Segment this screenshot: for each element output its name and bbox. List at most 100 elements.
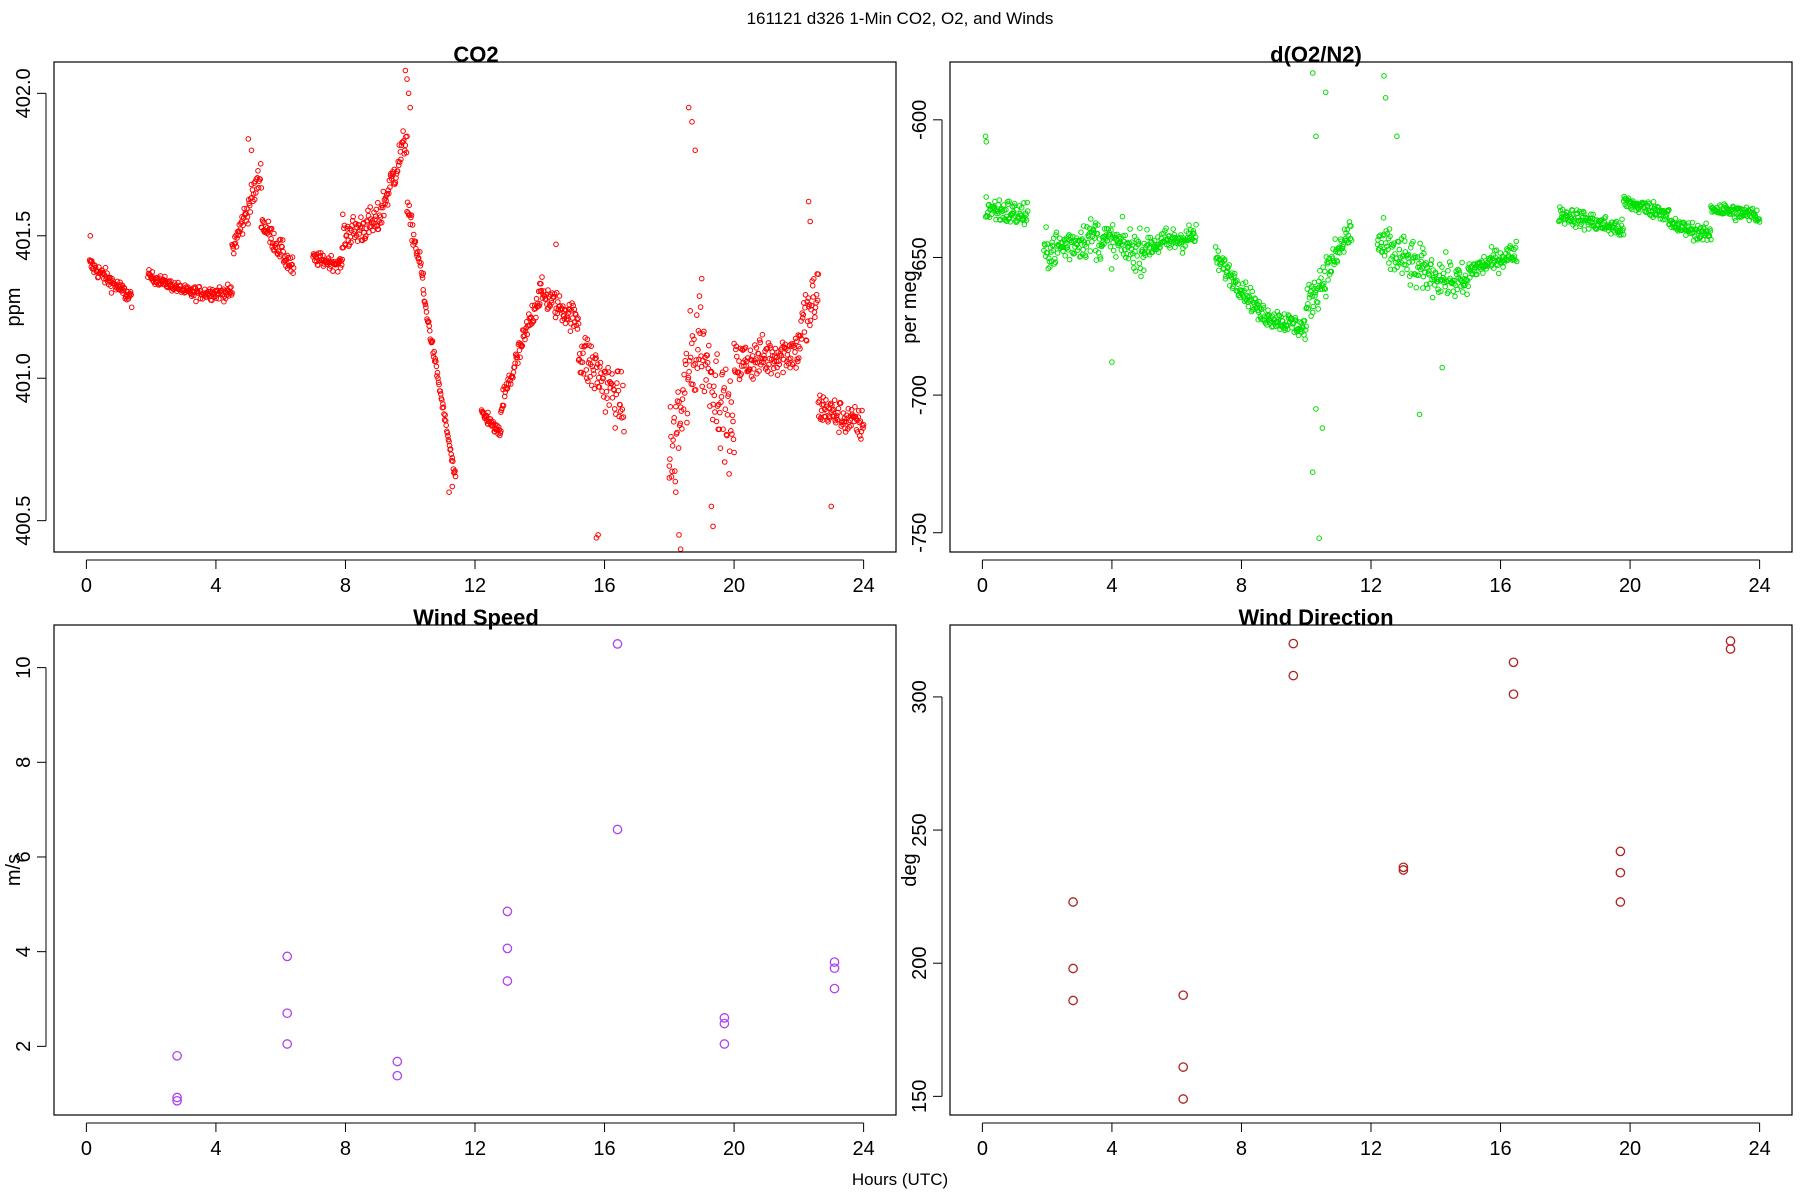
- o2n2-point-346: [1186, 222, 1192, 228]
- co2-point-556: [422, 301, 429, 308]
- co2-point-1037: [753, 345, 760, 351]
- co2-y-tick-label: 400.5: [13, 496, 35, 546]
- co2-point-510: [398, 156, 404, 163]
- wind-speed-y-tick-label: 6: [13, 851, 35, 862]
- o2n2-point-113: [1060, 248, 1066, 254]
- o2n2-y-tick-label: -600: [909, 100, 931, 140]
- co2-point-816: [588, 382, 595, 389]
- o2n2-point-620: [1379, 249, 1385, 255]
- wind-speed-point-7: [392, 1070, 403, 1081]
- o2n2-point-836: [1495, 270, 1502, 277]
- o2n2-point-163: [1087, 248, 1094, 254]
- wind-direction-point-16: [1725, 644, 1736, 654]
- co2-point-917: [689, 340, 695, 347]
- o2n2-point-564: [1323, 293, 1329, 300]
- co2-point-801: [580, 371, 587, 377]
- co2-point-834: [598, 378, 605, 385]
- o2n2-point-201: [1107, 243, 1114, 250]
- co2-point-77: [128, 304, 135, 311]
- co2-point-199: [210, 293, 217, 300]
- o2n2-point-1: [983, 194, 990, 200]
- wind-direction-points: [1068, 636, 1736, 1104]
- co2-point-597: [445, 433, 451, 439]
- o2n2-point-1151: [1708, 236, 1714, 243]
- co2-point-988: [727, 378, 734, 384]
- co2-point-302: [266, 231, 272, 238]
- o2n2-point-446: [1259, 310, 1265, 316]
- co2-point-461: [371, 223, 378, 230]
- wind-direction-point-6: [1288, 638, 1299, 649]
- co2-point-1219: [852, 404, 858, 410]
- co2-point-576: [433, 363, 440, 370]
- co2-point-569: [429, 338, 436, 344]
- co2-point-1017: [742, 344, 749, 351]
- o2n2-point-988: [1620, 225, 1626, 232]
- co2-point-679: [515, 360, 521, 367]
- o2n2-point-100: [1053, 232, 1059, 238]
- co2-point-931: [696, 293, 703, 299]
- o2n2-point-916: [1581, 209, 1587, 216]
- co2-point-746: [551, 294, 557, 300]
- co2-point-1246: [677, 546, 684, 553]
- co2-point-722: [538, 281, 544, 287]
- co2-point-532: [409, 222, 416, 228]
- o2n2-point-99: [1052, 259, 1059, 266]
- o2n2-point-205: [1109, 222, 1116, 228]
- co2-point-1251: [828, 503, 835, 510]
- co2-point-1009: [738, 371, 745, 377]
- co2-point-1076: [774, 372, 781, 378]
- wind-speed-point-1: [172, 1092, 182, 1103]
- o2n2-point-202: [1108, 227, 1114, 233]
- co2-point-558: [423, 309, 430, 315]
- co2-point-823: [592, 352, 599, 358]
- o2n2-point-224: [1120, 233, 1126, 239]
- co2-point-736: [545, 305, 552, 311]
- co2-point-508: [397, 159, 403, 165]
- o2n2-x-tick-label: 8: [1236, 575, 1247, 597]
- co2-point-872: [619, 406, 626, 413]
- co2-point-328: [280, 248, 287, 255]
- co2-point-1245: [676, 532, 682, 538]
- o2n2-point-989: [1620, 231, 1627, 238]
- co2-point-606: [450, 458, 456, 465]
- co2-point-1025: [747, 366, 753, 373]
- o2n2-point-95: [1050, 247, 1056, 254]
- co2-point-896: [677, 420, 684, 427]
- co2-point-1050: [760, 359, 767, 366]
- o2n2-x-tick-label: 24: [1748, 575, 1770, 597]
- co2-point-647: [498, 428, 504, 434]
- co2-point-1230: [858, 436, 864, 442]
- co2-x-axis: 0 4 8 12 16 20 24: [81, 559, 875, 597]
- co2-point-1241: [685, 104, 692, 111]
- o2n2-point-257: [1138, 273, 1144, 280]
- co2-point-1237: [402, 67, 409, 74]
- co2-point-1120: [798, 318, 804, 324]
- co2-point-1141: [809, 282, 816, 289]
- o2n2-point-441: [1256, 299, 1263, 305]
- co2-point-1248: [593, 535, 600, 541]
- o2n2-point-731: [1439, 264, 1445, 270]
- o2n2-point-87: [1046, 255, 1052, 262]
- co2-point-1006: [736, 376, 743, 383]
- o2n2-point-976: [1613, 218, 1620, 225]
- co2-point-521: [404, 133, 410, 140]
- co2-point-1136: [807, 322, 813, 329]
- co2-point-969: [717, 409, 723, 416]
- o2n2-point-777: [1464, 291, 1470, 298]
- wind-direction-x-tick-label: 12: [1360, 1138, 1382, 1160]
- co2-point-1240: [407, 104, 414, 111]
- co2-point-813: [587, 373, 593, 380]
- co2-point-975: [720, 426, 726, 433]
- co2-point-487: [385, 187, 392, 193]
- co2-point-854: [609, 395, 616, 401]
- co2-point-327: [279, 237, 286, 243]
- co2-point-724: [539, 274, 545, 280]
- co2-point-381: [328, 252, 335, 259]
- o2n2-point-714: [1429, 294, 1436, 301]
- co2-point-655: [501, 393, 508, 400]
- o2n2-point-635: [1387, 233, 1393, 240]
- co2-point-893: [675, 445, 682, 451]
- o2n2-point-1073: [1666, 207, 1672, 213]
- o2n2-point-1045: [1650, 199, 1657, 205]
- wind-speed-point-3: [282, 951, 293, 962]
